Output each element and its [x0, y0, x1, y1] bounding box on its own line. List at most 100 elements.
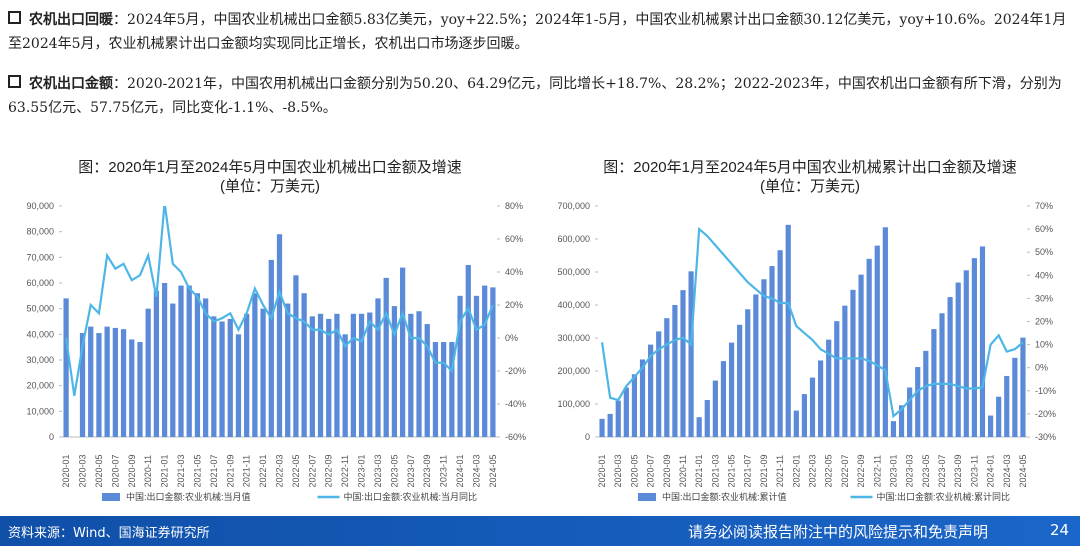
bar — [235, 334, 242, 437]
x-tick-label: 2022-03 — [275, 454, 285, 487]
bar — [309, 316, 315, 437]
x-tick-label: 2022-07 — [840, 454, 850, 487]
bar — [947, 297, 953, 437]
chart-subtitle: (单位：万美元) — [220, 178, 320, 195]
bar — [842, 305, 848, 437]
bar — [809, 377, 816, 437]
bar — [890, 421, 897, 437]
x-tick-label: 2020-09 — [127, 454, 137, 487]
legend-label: 中国:出口金额:农业机械:累计值 — [662, 491, 787, 502]
x-tick-label: 2020-11 — [143, 455, 153, 487]
y2-tick-label: 20% — [505, 300, 523, 310]
y2-tick-label: 30% — [1035, 293, 1053, 303]
x-tick-label: 2021-05 — [727, 454, 737, 487]
bar — [96, 333, 102, 437]
bar — [648, 344, 654, 437]
x-tick-label: 2021-07 — [209, 454, 219, 487]
x-tick-label: 2021-01 — [160, 454, 170, 487]
bar — [219, 321, 225, 437]
x-tick-label: 2023-03 — [905, 454, 915, 487]
y-tick-label: 600,000 — [557, 234, 590, 244]
bar — [317, 313, 324, 437]
bar — [227, 318, 233, 437]
y2-tick-label: 20% — [1035, 317, 1053, 327]
bar — [358, 313, 365, 437]
bar — [971, 258, 977, 437]
bar — [769, 266, 775, 437]
bar — [276, 234, 283, 437]
x-tick-label: 2022-05 — [291, 454, 301, 487]
bar — [834, 321, 840, 437]
x-tick-label: 2023-11 — [969, 455, 979, 487]
bar — [955, 282, 961, 437]
x-tick-label: 2021-11 — [242, 455, 252, 487]
y-tick-label: 10,000 — [26, 406, 54, 416]
bar — [801, 394, 807, 437]
bar — [826, 339, 832, 437]
y2-tick-label: -30% — [1035, 432, 1056, 442]
bar — [599, 418, 605, 437]
footer: 资料来源：Wind、国海证券研究所 请务必阅读报告附注中的风险提示和免责声明 2… — [0, 516, 1080, 546]
y-tick-label: 90,000 — [26, 201, 54, 211]
y-tick-label: 80,000 — [26, 227, 54, 237]
bar — [203, 298, 209, 437]
bar — [424, 324, 430, 437]
x-tick-label: 2020-01 — [61, 454, 71, 487]
bar — [866, 258, 872, 437]
bar — [737, 324, 743, 437]
bar — [375, 298, 381, 437]
y-tick-label: 50,000 — [26, 304, 54, 314]
y2-tick-label: 0% — [1035, 363, 1048, 373]
x-tick-label: 2024-01 — [455, 454, 465, 487]
bar — [680, 290, 686, 437]
bar — [672, 305, 678, 437]
x-tick-label: 2022-09 — [856, 454, 866, 487]
bar — [367, 312, 373, 437]
x-tick-label: 2021-01 — [694, 454, 704, 487]
bar — [391, 306, 398, 437]
bar — [482, 285, 488, 437]
bar — [342, 334, 348, 437]
x-tick-label: 2023-05 — [921, 454, 931, 487]
x-tick-label: 2022-01 — [258, 454, 268, 487]
x-tick-label: 2021-05 — [192, 454, 202, 487]
bar — [473, 295, 480, 437]
x-tick-label: 2020-05 — [629, 454, 639, 487]
bar — [408, 313, 414, 437]
bar — [79, 333, 86, 437]
x-tick-label: 2022-03 — [808, 454, 818, 487]
bar — [383, 277, 389, 437]
bar — [664, 318, 670, 437]
chart-title: 图：2020年1月至2024年5月中国农业机械出口金额及增速 — [78, 159, 461, 176]
bar — [129, 339, 135, 437]
line — [65, 206, 494, 396]
bar — [874, 245, 880, 437]
y2-tick-label: 60% — [1035, 224, 1053, 234]
y2-tick-label: -40% — [505, 399, 526, 409]
x-tick-label: 2021-07 — [743, 454, 753, 487]
bar — [112, 327, 118, 437]
legend-swatch — [638, 493, 656, 501]
bar — [728, 342, 735, 437]
bar — [350, 313, 356, 437]
bar — [656, 331, 662, 437]
x-tick-label: 2021-09 — [759, 454, 769, 487]
x-tick-label: 2023-07 — [406, 454, 416, 487]
y-tick-label: 700,000 — [557, 201, 590, 211]
legend-label: 中国:出口金额:农业机械:当月值 — [126, 491, 251, 502]
y2-tick-label: -20% — [1035, 409, 1056, 419]
x-tick-label: 2024-05 — [1018, 454, 1028, 487]
bar — [631, 374, 638, 437]
bar — [416, 311, 422, 437]
y-tick-label: 60,000 — [26, 278, 54, 288]
bar — [753, 294, 759, 437]
bar — [88, 326, 94, 437]
y-tick-label: 70,000 — [26, 252, 54, 262]
source: 资料来源：Wind、国海证券研究所 — [8, 526, 210, 541]
bar — [882, 227, 888, 437]
x-tick-label: 2023-01 — [357, 454, 367, 487]
y2-tick-label: 40% — [1035, 270, 1053, 280]
bar — [170, 303, 176, 437]
x-tick-label: 2020-09 — [662, 454, 672, 487]
